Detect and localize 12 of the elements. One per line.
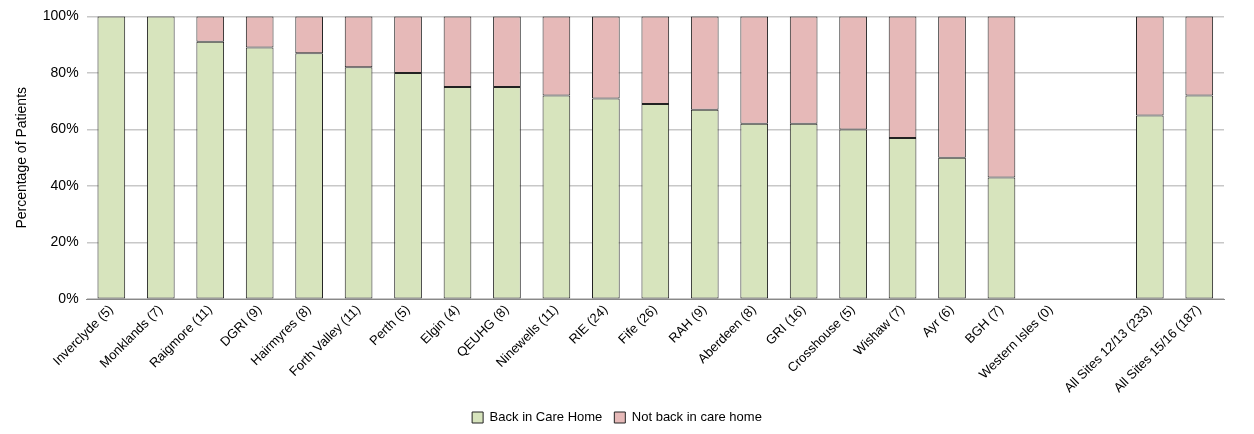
y-tick-label: 60% (50, 120, 79, 137)
x-tick-label: RIE (24) (565, 301, 611, 347)
y-tick-label: 40% (50, 176, 79, 193)
legend-label: Not back in care home (631, 409, 762, 425)
y-axis-title: Percentage of Patients (13, 86, 30, 229)
y-tick-label: 20% (50, 233, 79, 250)
legend-label: Back in Care Home (489, 409, 603, 425)
y-tick-label: 0% (58, 290, 79, 307)
y-tick-label: 80% (50, 63, 79, 80)
x-tick-label: Ayr (6) (918, 301, 957, 340)
y-tick-label: 100% (42, 7, 79, 24)
x-tick-label: Fife (26) (615, 301, 660, 347)
